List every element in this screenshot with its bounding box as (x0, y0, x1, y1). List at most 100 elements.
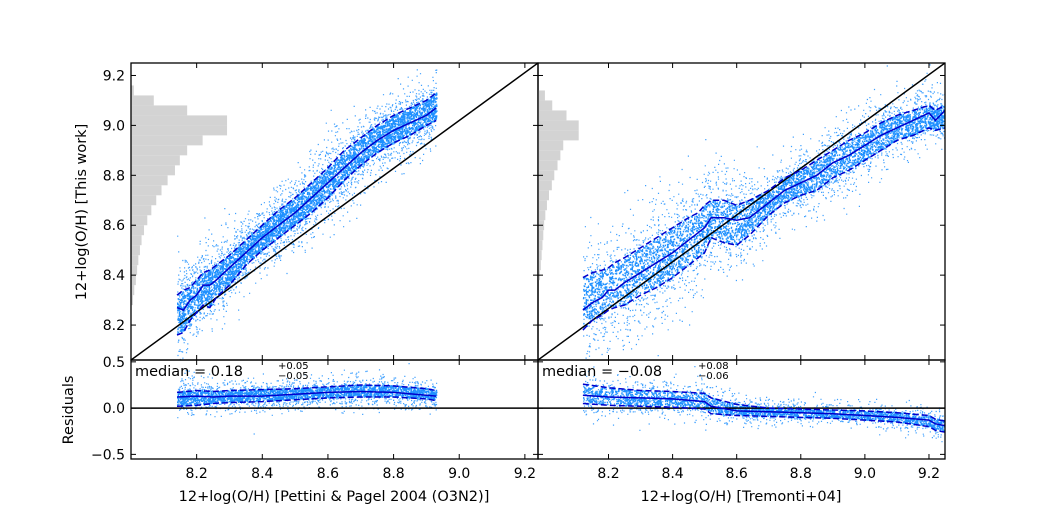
histogram-bar (538, 140, 564, 151)
histogram-bar (131, 265, 138, 276)
histogram-bar (538, 230, 544, 241)
upper-percentile-line (582, 383, 945, 422)
y-tick-label: −0.5 (91, 447, 125, 463)
histogram-bar (538, 110, 567, 121)
histogram (538, 90, 579, 281)
x-tick-label: 9.0 (448, 466, 470, 482)
x-axis-label-left: 12+log(O/H) [Pettini & Pagel 2004 (O3N2)… (179, 489, 490, 505)
y-axis-label-residuals: Residuals (61, 376, 77, 445)
median-annotation-left: median = 0.18 +0.05 −0.05 (135, 361, 309, 382)
median-annotation-right-sup: +0.08 (698, 361, 729, 372)
panel-left-top: 8.2 8.4 8.6 8.8 9.0 9.2 (103, 62, 539, 361)
y-axis-label-top: 12+log(O/H) [This work] (74, 124, 90, 300)
scatter-cloud (177, 363, 438, 435)
scatter-points (582, 64, 945, 360)
y-tick-label: 0.5 (103, 355, 125, 371)
histogram-bar (538, 130, 579, 141)
histogram-bar (538, 180, 552, 191)
histogram-bar (538, 260, 541, 271)
y-tick-label: 9.2 (103, 68, 125, 84)
x-tick-label: 8.6 (726, 466, 748, 482)
x-tick-label: 8.8 (382, 466, 404, 482)
y-tick-label: 9.0 (103, 118, 125, 134)
histogram-bar (538, 240, 543, 251)
histogram-bar (131, 275, 136, 286)
plot-area (131, 63, 538, 360)
histogram-bar (538, 190, 549, 201)
histogram-bar (131, 245, 140, 256)
histogram-bar (131, 145, 188, 156)
median-line (176, 390, 437, 398)
scatter-cloud (177, 69, 438, 360)
x-axis-label-right: 12+log(O/H) [Tremonti+04] (641, 489, 842, 505)
median-annotation-right-sub: −0.06 (698, 371, 729, 382)
x-tick-label: 8.4 (251, 466, 273, 482)
x-tick-label: 8.2 (597, 466, 619, 482)
histogram-bar (538, 250, 542, 261)
median-annotation-right: median = −0.08 +0.08 −0.06 (542, 361, 729, 382)
histogram-bar (131, 115, 228, 126)
y-tick-label: 8.2 (103, 318, 125, 334)
median-annotation-left-text: median = 0.18 (135, 364, 243, 380)
x-tick-label: 9.2 (918, 466, 940, 482)
scatter-cloud (582, 64, 945, 360)
y-tick-label: 8.4 (103, 268, 125, 284)
histogram-bar (131, 185, 162, 196)
x-tick-label: 8.6 (317, 466, 339, 482)
histogram-bar (538, 150, 561, 161)
lower-percentile-line (176, 396, 437, 408)
one-to-one-line (538, 63, 945, 360)
x-tick-label: 8.2 (186, 466, 208, 482)
histogram-bar (538, 200, 547, 211)
histogram-bar (131, 195, 157, 206)
panel-left-bottom: 8.2 8.4 8.6 8.8 9.0 9.2 −0.5 0.0 0.5 (91, 355, 539, 482)
one-to-one-line (131, 63, 538, 360)
histogram-bar (131, 175, 168, 186)
histogram-bar (131, 135, 203, 146)
histogram-bar (131, 165, 175, 176)
y-tick-label: 8.8 (103, 168, 125, 184)
median-line (582, 109, 945, 311)
histogram-bar (131, 295, 134, 306)
lower-percentile-line (582, 402, 945, 433)
plot-area (538, 366, 945, 443)
panel-right-top (537, 62, 946, 361)
median-annotation-left-sub: −0.05 (278, 371, 309, 382)
y-tick-label: 0.0 (103, 401, 125, 417)
histogram-bar (131, 125, 228, 136)
lower-percentile-line (176, 119, 437, 336)
histogram-bar (538, 210, 546, 221)
median-line (582, 394, 945, 427)
median-line (176, 107, 437, 312)
x-tick-label: 8.4 (661, 466, 683, 482)
histogram-bar (538, 160, 558, 171)
histogram-bar (131, 255, 139, 266)
histogram-bar (131, 215, 148, 226)
plot-area (131, 363, 538, 435)
histogram-bar (131, 235, 142, 246)
y-tick-label: 8.6 (103, 218, 125, 234)
histogram-bar (131, 105, 188, 116)
panel-right-bottom: 8.2 8.4 8.6 8.8 9.0 9.2 (537, 359, 946, 482)
upper-percentile-line (176, 92, 437, 296)
lower-percentile-line (582, 127, 945, 331)
histogram-bar (131, 155, 180, 166)
histogram-bar (131, 205, 152, 216)
upper-percentile-line (176, 384, 437, 394)
histogram-bar (538, 170, 555, 181)
histogram-bar (131, 225, 145, 236)
median-annotation-right-text: median = −0.08 (542, 364, 662, 380)
median-annotation-left-sup: +0.05 (278, 361, 309, 372)
histogram-bar (538, 120, 579, 131)
histogram-bar (538, 90, 545, 101)
x-tick-label: 8.8 (790, 466, 812, 482)
histogram-bar (131, 95, 154, 106)
histogram-bar (131, 285, 135, 296)
x-tick-label: 9.0 (854, 466, 876, 482)
plot-area (538, 63, 945, 360)
histogram (131, 85, 228, 306)
axes-frame (537, 359, 946, 460)
x-tick-label: 9.2 (514, 466, 536, 482)
histogram-bar (131, 85, 134, 96)
